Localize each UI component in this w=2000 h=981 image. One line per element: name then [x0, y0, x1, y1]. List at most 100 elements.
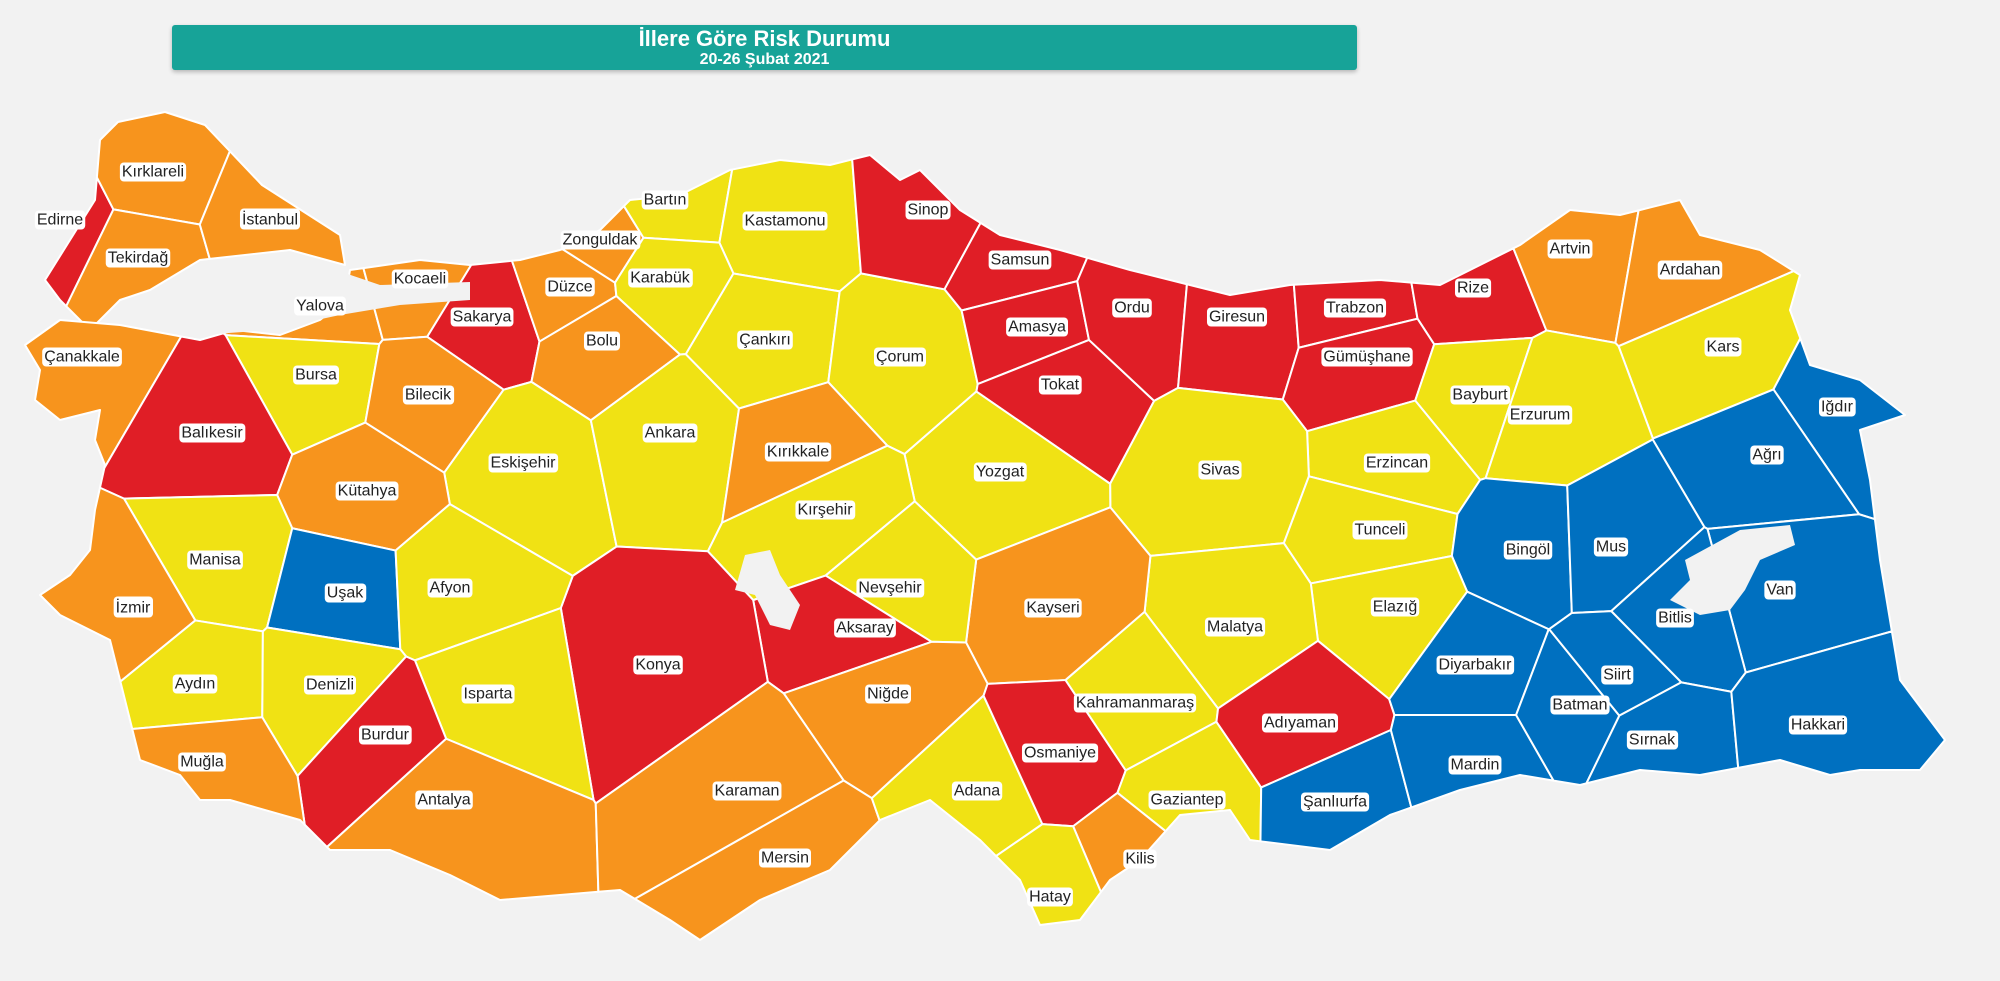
province-name: Ardahan	[1660, 262, 1721, 279]
province-label-osmaniye: Osmaniye	[1021, 743, 1099, 763]
province-label-elazg: Elazığ	[1370, 597, 1420, 617]
province-name: Trabzon	[1326, 300, 1384, 317]
province-name: Ağrı	[1752, 447, 1781, 464]
province-label-nigde: Niğde	[865, 684, 911, 704]
province-izmir[interactable]	[39, 486, 197, 683]
province-name: Kocaeli	[394, 271, 446, 288]
province-label-manisa: Manisa	[187, 550, 243, 570]
province-label-edirne: Edirne	[34, 210, 86, 230]
province-sinop[interactable]	[851, 154, 982, 291]
province-label-gaziantep: Gaziantep	[1148, 790, 1226, 810]
province-label-kutahya: Kütahya	[335, 481, 399, 501]
province-mersin[interactable]	[633, 779, 881, 941]
province-label-mus: Mus	[1593, 537, 1629, 557]
province-name: İstanbul	[242, 210, 298, 229]
province-label-krklareli: Kırklareli	[119, 162, 187, 182]
province-name: Yozgat	[976, 464, 1025, 481]
province-label-bartn: Bartın	[641, 190, 689, 210]
province-label-adana: Adana	[951, 781, 1003, 801]
province-hakkari[interactable]	[1730, 630, 1946, 776]
province-label-malatya: Malatya	[1204, 617, 1266, 637]
province-label-ankara: Ankara	[642, 423, 698, 443]
province-name: Çankırı	[739, 332, 791, 349]
province-label-yozgat: Yozgat	[973, 462, 1027, 482]
province-name: Batman	[1552, 697, 1607, 714]
province-name: Osmaniye	[1024, 745, 1096, 762]
province-label-diyarbakr: Diyarbakır	[1436, 655, 1515, 675]
province-name: Karabük	[630, 270, 691, 287]
province-name: Kayseri	[1026, 600, 1079, 617]
province-label-hatay: Hatay	[1027, 887, 1073, 907]
province-name: Mersin	[761, 850, 809, 867]
province-name: Rize	[1457, 280, 1489, 297]
province-name: Bilecik	[405, 387, 452, 404]
map-title: İllere Göre Risk Durumu	[638, 26, 891, 51]
province-label-cankr: Çankırı	[737, 330, 793, 350]
province-label-van: Van	[1764, 580, 1796, 600]
province-name: Giresun	[1209, 309, 1265, 326]
province-label-duzce: Düzce	[545, 277, 595, 297]
province-name: Elazığ	[1373, 599, 1417, 616]
province-hatay[interactable]	[995, 823, 1102, 926]
province-label-bursa: Bursa	[293, 365, 339, 385]
province-name: Burdur	[361, 727, 410, 744]
province-label-isparta: Isparta	[461, 684, 515, 704]
province-name: Isparta	[464, 686, 513, 703]
province-label-izmir: İzmir	[113, 596, 153, 618]
province-name: Erzincan	[1366, 455, 1428, 472]
province-name: Kırıkkale	[767, 444, 829, 461]
province-label-erzurum: Erzurum	[1507, 405, 1573, 425]
province-name: Gümüşhane	[1323, 349, 1410, 366]
province-label-mugla: Muğla	[178, 752, 226, 772]
province-name: Malatya	[1207, 619, 1263, 636]
province-name: Bursa	[295, 367, 337, 384]
map-title-banner: İllere Göre Risk Durumu 20-26 Şubat 2021	[172, 25, 1357, 70]
province-name: Balıkesir	[181, 425, 243, 442]
province-name: Bingöl	[1506, 542, 1550, 559]
province-label-sanlurfa: Şanlıurfa	[1300, 792, 1370, 812]
province-label-afyon: Afyon	[427, 578, 473, 598]
province-name: Samsun	[991, 252, 1050, 269]
province-label-krsehir: Kırşehir	[795, 500, 856, 520]
province-label-tokat: Tokat	[1038, 375, 1082, 395]
province-label-siirt: Siirt	[1601, 665, 1634, 685]
province-label-aydn: Aydın	[172, 674, 218, 694]
province-antalya[interactable]	[325, 737, 600, 901]
province-name: Tunceli	[1355, 522, 1406, 539]
province-name: Kırklareli	[122, 164, 184, 181]
province-name: Niğde	[867, 686, 909, 703]
province-label-adyaman: Adıyaman	[1261, 713, 1339, 733]
province-name: Adıyaman	[1264, 715, 1336, 732]
province-label-kayseri: Kayseri	[1024, 598, 1082, 618]
province-istanbul[interactable]	[198, 150, 346, 266]
province-label-gumushane: Gümüşhane	[1321, 347, 1413, 367]
province-label-giresun: Giresun	[1206, 307, 1268, 327]
province-label-batman: Batman	[1550, 695, 1610, 715]
province-label-rize: Rize	[1454, 278, 1492, 298]
province-name: Konya	[635, 657, 680, 674]
province-name: Kastamonu	[745, 213, 826, 230]
province-label-agr: Ağrı	[1750, 445, 1784, 465]
province-label-corum: Çorum	[873, 347, 927, 367]
province-label-zonguldak: Zonguldak	[560, 230, 641, 250]
province-name: Karaman	[715, 783, 780, 800]
province-name: Diyarbakır	[1439, 657, 1513, 674]
province-label-sivas: Sivas	[1198, 460, 1242, 480]
province-name: Ankara	[645, 425, 696, 442]
province-label-tunceli: Tunceli	[1352, 520, 1408, 540]
province-label-bilecik: Bilecik	[402, 385, 455, 405]
province-name: Bitlis	[1658, 610, 1692, 627]
province-label-burdur: Burdur	[358, 725, 412, 745]
province-giresun[interactable]	[1177, 283, 1300, 401]
province-label-balkesir: Balıkesir	[179, 423, 246, 443]
province-name: Bayburt	[1452, 387, 1508, 404]
province-name: Aksaray	[836, 620, 894, 637]
province-name: Eskişehir	[491, 455, 557, 472]
province-name: Şanlıurfa	[1303, 794, 1367, 811]
province-label-bolu: Bolu	[583, 331, 621, 351]
map-date-range: 20-26 Şubat 2021	[699, 51, 830, 68]
province-label-canakkale: Çanakkale	[42, 347, 122, 367]
province-label-srnak: Sırnak	[1626, 730, 1679, 750]
province-name: Bartın	[644, 192, 687, 209]
province-label-mardin: Mardin	[1448, 755, 1502, 775]
